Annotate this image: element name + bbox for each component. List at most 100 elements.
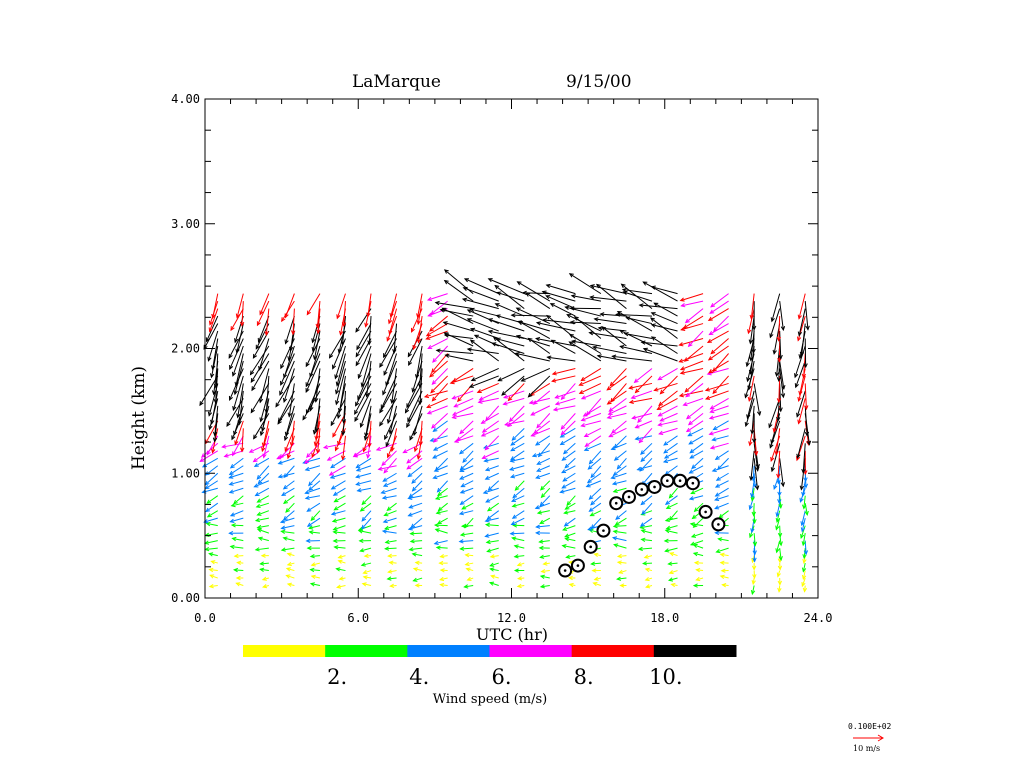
wind-arrow-head <box>801 574 807 581</box>
wind-arrow <box>768 398 781 428</box>
wind-arrow <box>357 487 372 492</box>
wind-arrow-head <box>642 281 648 286</box>
wind-arrow <box>490 568 499 572</box>
wind-arrow-head <box>640 340 646 345</box>
wind-arrow-head <box>507 396 513 402</box>
wind-arrow <box>462 450 474 463</box>
wind-arrow-head <box>596 354 602 359</box>
wind-arrow <box>660 375 678 394</box>
wind-arrow <box>385 540 397 543</box>
wind-arrow <box>315 413 321 440</box>
wind-arrow <box>383 330 398 358</box>
wind-arrow-head <box>411 479 417 484</box>
wind-arrow <box>484 457 499 462</box>
wind-arrow <box>485 495 499 503</box>
wind-arrow <box>750 293 755 319</box>
wind-arrow-head <box>804 405 809 411</box>
wind-arrow-head <box>208 327 213 333</box>
wind-arrow <box>536 525 550 528</box>
wind-arrow-head <box>691 464 696 470</box>
wind-arrow-head <box>537 452 543 458</box>
wind-arrow <box>366 360 372 397</box>
wind-arrow-head <box>755 463 760 470</box>
wind-arrow <box>481 412 499 424</box>
wind-arrow-head <box>330 485 336 490</box>
wind-arrow <box>265 308 270 335</box>
wind-arrow-head <box>680 303 686 308</box>
wind-arrow <box>668 577 678 581</box>
wind-arrow-head <box>322 444 329 450</box>
wind-arrow-head <box>606 386 612 391</box>
wind-arrow-head <box>664 517 670 523</box>
wind-arrow-head <box>710 349 716 355</box>
wind-arrow <box>771 443 781 472</box>
wind-arrow <box>365 405 372 437</box>
wind-arrow-head <box>492 336 498 342</box>
wind-arrow-head <box>458 539 464 544</box>
wind-arrow <box>681 323 704 331</box>
wind-arrow <box>536 337 576 347</box>
wind-arrow-head <box>305 409 310 415</box>
wind-arrow-head <box>437 491 442 497</box>
wind-arrow <box>460 457 474 471</box>
wind-arrow-head <box>430 310 436 315</box>
wind-arrow-head <box>367 340 372 346</box>
wind-arrow <box>753 473 756 488</box>
wind-arrow-head <box>278 417 283 423</box>
wind-arrow <box>494 285 525 309</box>
wind-arrow-head <box>606 414 612 420</box>
wind-arrow <box>537 510 550 514</box>
wind-arrow <box>387 390 398 424</box>
wind-arrow-head <box>746 377 751 383</box>
wind-arrow-head <box>645 584 651 589</box>
wind-arrow <box>288 383 295 417</box>
wind-arrow <box>609 397 627 412</box>
wind-arrow <box>385 420 398 447</box>
wind-arrow <box>437 487 448 496</box>
wind-arrow <box>259 368 270 403</box>
wind-arrow <box>531 427 551 437</box>
wind-arrow <box>709 427 729 435</box>
wind-arrow-head <box>588 331 594 336</box>
wind-arrow-head <box>657 376 663 381</box>
wind-arrow-head <box>282 536 288 541</box>
wind-arrow <box>262 420 270 447</box>
wind-arrow <box>259 293 270 315</box>
wind-arrow-head <box>568 582 574 588</box>
wind-arrow-head <box>409 539 415 544</box>
wind-arrow-head <box>778 407 783 413</box>
wind-arrow-head <box>611 481 618 486</box>
wind-arrow-head <box>426 296 433 302</box>
wind-arrow-head <box>276 455 282 460</box>
wind-arrow <box>462 298 499 310</box>
wind-arrow <box>380 375 398 409</box>
wind-arrow <box>419 353 423 387</box>
wind-arrow-head <box>752 574 757 580</box>
wind-arrow <box>363 576 372 579</box>
wind-arrow-head <box>616 576 622 581</box>
wind-arrow <box>417 435 423 459</box>
wind-arrow-head <box>564 537 570 542</box>
wind-arrow-head <box>355 401 360 407</box>
wind-arrow-head <box>796 336 802 342</box>
wind-arrow <box>485 405 500 421</box>
wind-arrow <box>212 293 219 318</box>
wind-arrow <box>323 442 346 449</box>
wind-arrow-head <box>777 587 782 593</box>
wind-arrow <box>510 442 525 452</box>
wind-arrow-head <box>388 429 393 435</box>
wind-arrow <box>581 368 602 381</box>
wind-arrow-head <box>358 538 364 543</box>
wind-arrow-head <box>210 419 215 425</box>
wind-arrow <box>250 345 270 375</box>
wind-arrow-head <box>377 466 383 471</box>
wind-arrow <box>229 338 244 370</box>
wind-arrow <box>535 502 550 509</box>
wind-arrow <box>257 495 270 503</box>
wind-arrow-head <box>255 503 261 509</box>
wind-arrow <box>444 334 474 340</box>
wind-arrow-head <box>640 529 646 534</box>
wind-arrow <box>693 552 704 557</box>
wind-arrow-head <box>634 424 640 429</box>
wind-arrow-head <box>355 474 361 479</box>
